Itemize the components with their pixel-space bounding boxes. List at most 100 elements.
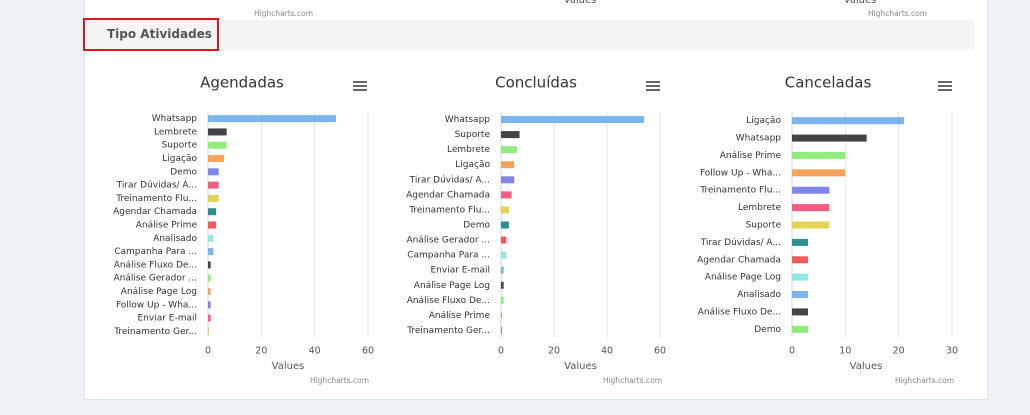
menu-line [938, 81, 952, 83]
bar [501, 206, 509, 214]
bar [501, 116, 645, 124]
y-tick-label: Tirar Dúvidas/ A... [409, 175, 490, 185]
bar [792, 291, 808, 299]
bar [501, 326, 502, 334]
menu-button[interactable] [938, 81, 952, 91]
panel [84, 0, 988, 400]
menu-line [353, 85, 367, 87]
bar [501, 281, 504, 289]
bar [501, 251, 507, 259]
bar [208, 208, 216, 216]
bar [792, 204, 830, 212]
x-tick-label: 10 [839, 346, 851, 357]
y-tick-label: Tirar Dúvidas/ A... [116, 181, 197, 191]
bar [792, 134, 867, 142]
y-tick-label: Enviar E-mail [430, 266, 490, 276]
y-tick-label: Análise Fluxo De... [407, 296, 490, 306]
menu-line [938, 85, 952, 87]
y-tick-label: Agendar Chamada [113, 207, 197, 217]
x-tick-label: 40 [601, 346, 613, 357]
bar [208, 287, 211, 295]
menu-line [646, 85, 660, 87]
y-tick-label: Treinamento Flu... [408, 205, 490, 215]
y-tick-label: Treinamento Ger... [113, 327, 197, 337]
y-tick-label: Suporte [746, 221, 782, 231]
bar [208, 301, 211, 309]
y-tick-label: Análise Prime [720, 151, 782, 161]
y-tick-label: Suporte [455, 130, 491, 140]
y-tick-label: Suporte [162, 141, 198, 151]
bar [208, 168, 219, 176]
y-tick-label: Treinamento Ger... [406, 326, 490, 336]
bar [501, 236, 507, 244]
x-tick-label: 40 [309, 346, 321, 357]
bar [792, 325, 808, 333]
y-tick-label: Analisado [153, 234, 197, 244]
x-tick-label: 60 [362, 346, 374, 357]
y-tick-label: Análise Gerador ... [113, 274, 197, 284]
axis-title: Values [272, 361, 305, 372]
x-tick-label: 30 [946, 346, 958, 357]
bar [792, 273, 808, 281]
y-tick-label: Lembrete [447, 145, 490, 155]
bar [501, 146, 517, 154]
y-tick-label: Análise Gerador ... [406, 236, 490, 246]
y-tick-label: Treinamento Flu... [115, 194, 197, 204]
bar [501, 131, 520, 139]
y-tick-label: Agendar Chamada [697, 255, 781, 265]
credit: Highcharts.com [254, 9, 313, 18]
section-title[interactable]: Tipo Atividades [83, 18, 219, 51]
y-tick-label: Enviar E-mail [137, 314, 197, 324]
y-tick-label: Análise Prime [136, 221, 198, 231]
bar [208, 314, 211, 322]
bar [792, 117, 904, 125]
bar [792, 151, 846, 159]
bar [208, 248, 214, 256]
y-tick-label: Análise Page Log [705, 273, 781, 283]
bar [792, 186, 830, 194]
bar [501, 221, 509, 229]
menu-line [353, 89, 367, 91]
x-tick-label: 0 [205, 346, 211, 357]
bar [501, 176, 515, 184]
bar [208, 141, 227, 149]
bar [501, 311, 502, 319]
y-tick-label: Follow Up - Wha... [116, 300, 197, 310]
y-tick-label: Whatsapp [736, 134, 782, 144]
bar [501, 161, 515, 169]
y-tick-label: Análise Fluxo De... [698, 307, 781, 317]
section-header [84, 20, 974, 50]
y-tick-label: Análise Prime [429, 311, 491, 321]
bar [501, 296, 504, 304]
axis-title: Values [564, 361, 597, 372]
y-tick-label: Demo [170, 167, 197, 177]
bar [792, 308, 808, 316]
menu-line [938, 89, 952, 91]
x-tick-label: 60 [654, 346, 666, 357]
x-tick-label: 20 [893, 346, 905, 357]
bar [208, 155, 224, 163]
y-tick-label: Ligação [162, 154, 197, 164]
y-tick-label: Analisado [737, 290, 781, 300]
bar [208, 194, 219, 202]
menu-button[interactable] [646, 81, 660, 91]
y-tick-label: Análise Page Log [121, 287, 197, 297]
y-tick-label: Campanha Para ... [407, 251, 490, 261]
y-tick-label: Lembrete [154, 127, 197, 137]
bar [501, 191, 512, 199]
x-tick-label: 20 [255, 346, 267, 357]
bar [208, 274, 211, 282]
y-tick-label: Campanha Para ... [114, 247, 197, 257]
menu-button[interactable] [353, 81, 367, 91]
y-tick-label: Lembrete [738, 203, 781, 213]
bar [792, 238, 808, 246]
axis-title: Values [850, 361, 883, 372]
x-tick-label: 0 [498, 346, 504, 357]
bar [208, 327, 209, 335]
credit: Highcharts.com [603, 376, 662, 385]
axis-title: Values [844, 0, 877, 6]
bar [208, 181, 219, 189]
y-tick-label: Demo [754, 325, 781, 335]
